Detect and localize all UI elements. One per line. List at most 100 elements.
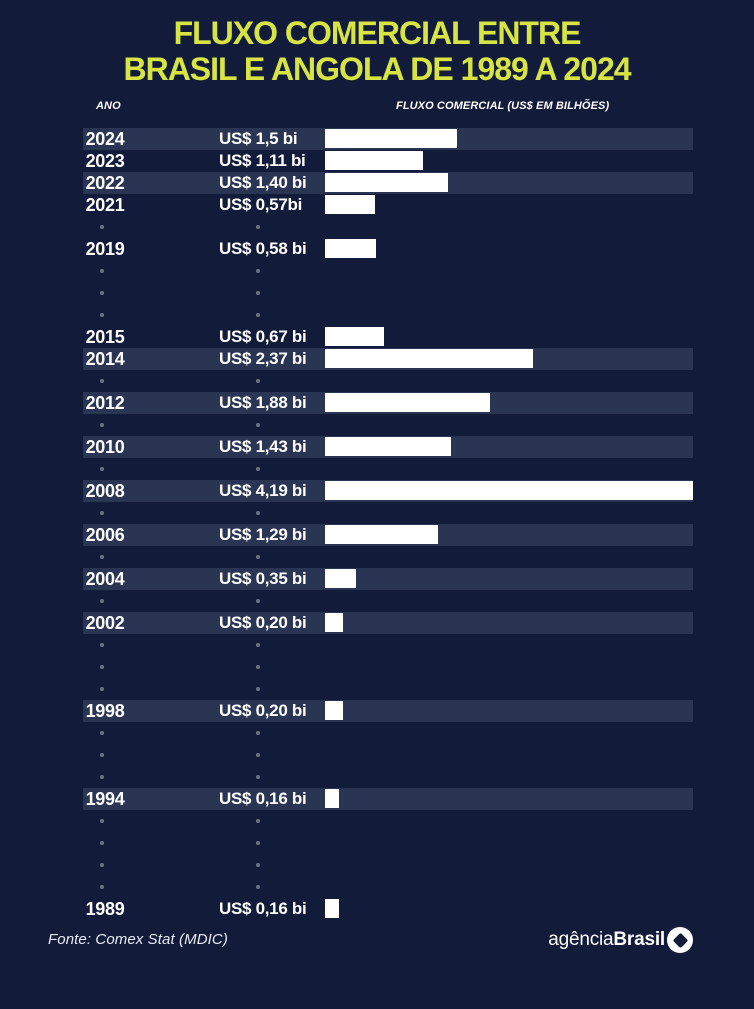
value-label: US$ 1,88 bi bbox=[219, 393, 307, 412]
ellipsis-dot bbox=[256, 819, 260, 823]
year-label: 2021 bbox=[85, 195, 125, 215]
ellipsis-dot bbox=[100, 885, 104, 889]
agencia-brasil-logo: agência Brasil bbox=[548, 926, 693, 954]
year-label: 2015 bbox=[85, 327, 125, 347]
year-label: 2008 bbox=[85, 481, 125, 501]
value-label: US$ 0,57bi bbox=[219, 195, 302, 214]
ellipsis-row bbox=[83, 502, 693, 524]
ellipsis-dot bbox=[256, 665, 260, 669]
ellipsis-dot bbox=[100, 599, 104, 603]
ellipsis-row bbox=[83, 876, 693, 898]
value-label: US$ 1,43 bi bbox=[219, 437, 307, 456]
bar bbox=[325, 129, 457, 148]
ellipsis-dot bbox=[256, 555, 260, 559]
bar bbox=[325, 349, 534, 368]
ellipsis-dot bbox=[256, 313, 260, 317]
ellipsis-dot bbox=[100, 379, 104, 383]
table-row: 2010 US$ 1,43 bi bbox=[83, 436, 693, 458]
ellipsis-dot bbox=[100, 665, 104, 669]
ellipsis-dot bbox=[100, 423, 104, 427]
logo-text-light: agência bbox=[548, 929, 614, 950]
bar bbox=[325, 151, 423, 170]
ellipsis-row bbox=[83, 634, 693, 656]
year-label: 1994 bbox=[85, 789, 125, 809]
table-row: 2015 US$ 0,67 bi bbox=[83, 326, 693, 348]
ellipsis-dot bbox=[100, 269, 104, 273]
bar bbox=[325, 195, 376, 214]
flow-column-header: FLUXO COMERCIAL (US$ EM BILHÕES) bbox=[396, 100, 610, 112]
ellipsis-row bbox=[83, 590, 693, 612]
value-label: US$ 2,37 bi bbox=[219, 349, 307, 368]
ellipsis-dot bbox=[100, 775, 104, 779]
ellipsis-dot bbox=[256, 753, 260, 757]
column-headers: ANO FLUXO COMERCIAL (US$ EM BILHÕES) bbox=[0, 100, 754, 116]
ellipsis-row bbox=[83, 656, 693, 678]
value-label: US$ 0,35 bi bbox=[219, 569, 307, 588]
ellipsis-dot bbox=[256, 599, 260, 603]
ellipsis-dot bbox=[256, 423, 260, 427]
value-label: US$ 1,5 bi bbox=[219, 129, 298, 148]
value-label: US$ 0,20 bi bbox=[219, 613, 307, 632]
source-note: Fonte: Comex Stat (MDIC) bbox=[48, 931, 228, 948]
ellipsis-dot bbox=[100, 511, 104, 515]
table-row: 2006 US$ 1,29 bi bbox=[83, 524, 693, 546]
table-row: 2021 US$ 0,57bi bbox=[83, 194, 693, 216]
logo-diamond-shape bbox=[672, 932, 688, 948]
bar bbox=[325, 327, 384, 346]
ellipsis-dot bbox=[100, 291, 104, 295]
bar bbox=[325, 613, 343, 632]
ellipsis-row bbox=[83, 854, 693, 876]
ellipsis-dot bbox=[100, 753, 104, 757]
value-label: US$ 1,40 bi bbox=[219, 173, 307, 192]
ellipsis-row bbox=[83, 414, 693, 436]
ellipsis-row bbox=[83, 458, 693, 480]
ellipsis-row bbox=[83, 722, 693, 744]
value-label: US$ 0,16 bi bbox=[219, 899, 307, 918]
logo-text-bold: Brasil bbox=[613, 929, 665, 950]
bar bbox=[325, 437, 451, 456]
ellipsis-dot bbox=[256, 291, 260, 295]
footer: Fonte: Comex Stat (MDIC) agência Brasil bbox=[0, 926, 754, 954]
bar bbox=[325, 899, 340, 918]
year-label: 2010 bbox=[85, 437, 125, 457]
table-row: 2004 US$ 0,35 bi bbox=[83, 568, 693, 590]
year-column-header: ANO bbox=[96, 100, 121, 112]
table-row: 2014 US$ 2,37 bi bbox=[83, 348, 693, 370]
table-row: 2012 US$ 1,88 bi bbox=[83, 392, 693, 414]
ellipsis-dot bbox=[256, 643, 260, 647]
bar bbox=[325, 481, 693, 500]
ellipsis-row bbox=[83, 282, 693, 304]
value-label: US$ 0,58 bi bbox=[219, 239, 307, 258]
ellipsis-dot bbox=[100, 555, 104, 559]
ellipsis-row bbox=[83, 304, 693, 326]
year-label: 2006 bbox=[85, 525, 125, 545]
bar bbox=[325, 569, 356, 588]
ellipsis-dot bbox=[256, 225, 260, 229]
ellipsis-dot bbox=[100, 731, 104, 735]
ellipsis-dot bbox=[256, 511, 260, 515]
ellipsis-dot bbox=[256, 379, 260, 383]
year-label: 2022 bbox=[85, 173, 125, 193]
value-label: US$ 0,20 bi bbox=[219, 701, 307, 720]
table-row: 1998 US$ 0,20 bi bbox=[83, 700, 693, 722]
table-row: 2002 US$ 0,20 bi bbox=[83, 612, 693, 634]
bar bbox=[325, 701, 343, 720]
value-label: US$ 4,19 bi bbox=[219, 481, 307, 500]
bar bbox=[325, 173, 448, 192]
ellipsis-dot bbox=[256, 863, 260, 867]
bar bbox=[325, 525, 439, 544]
table-row: 2023 US$ 1,11 bi bbox=[83, 150, 693, 172]
year-label: 1989 bbox=[85, 899, 125, 919]
ellipsis-dot bbox=[100, 841, 104, 845]
value-label: US$ 1,29 bi bbox=[219, 525, 307, 544]
ellipsis-dot bbox=[256, 885, 260, 889]
ellipsis-row bbox=[83, 370, 693, 392]
ellipsis-dot bbox=[256, 687, 260, 691]
year-label: 2023 bbox=[85, 151, 125, 171]
page-title-line1: FLUXO COMERCIAL ENTRE bbox=[173, 15, 582, 51]
year-label: 2012 bbox=[85, 393, 125, 413]
ellipsis-dot bbox=[100, 863, 104, 867]
bar bbox=[325, 789, 340, 808]
table-row: 2008 US$ 4,19 bi bbox=[83, 480, 693, 502]
